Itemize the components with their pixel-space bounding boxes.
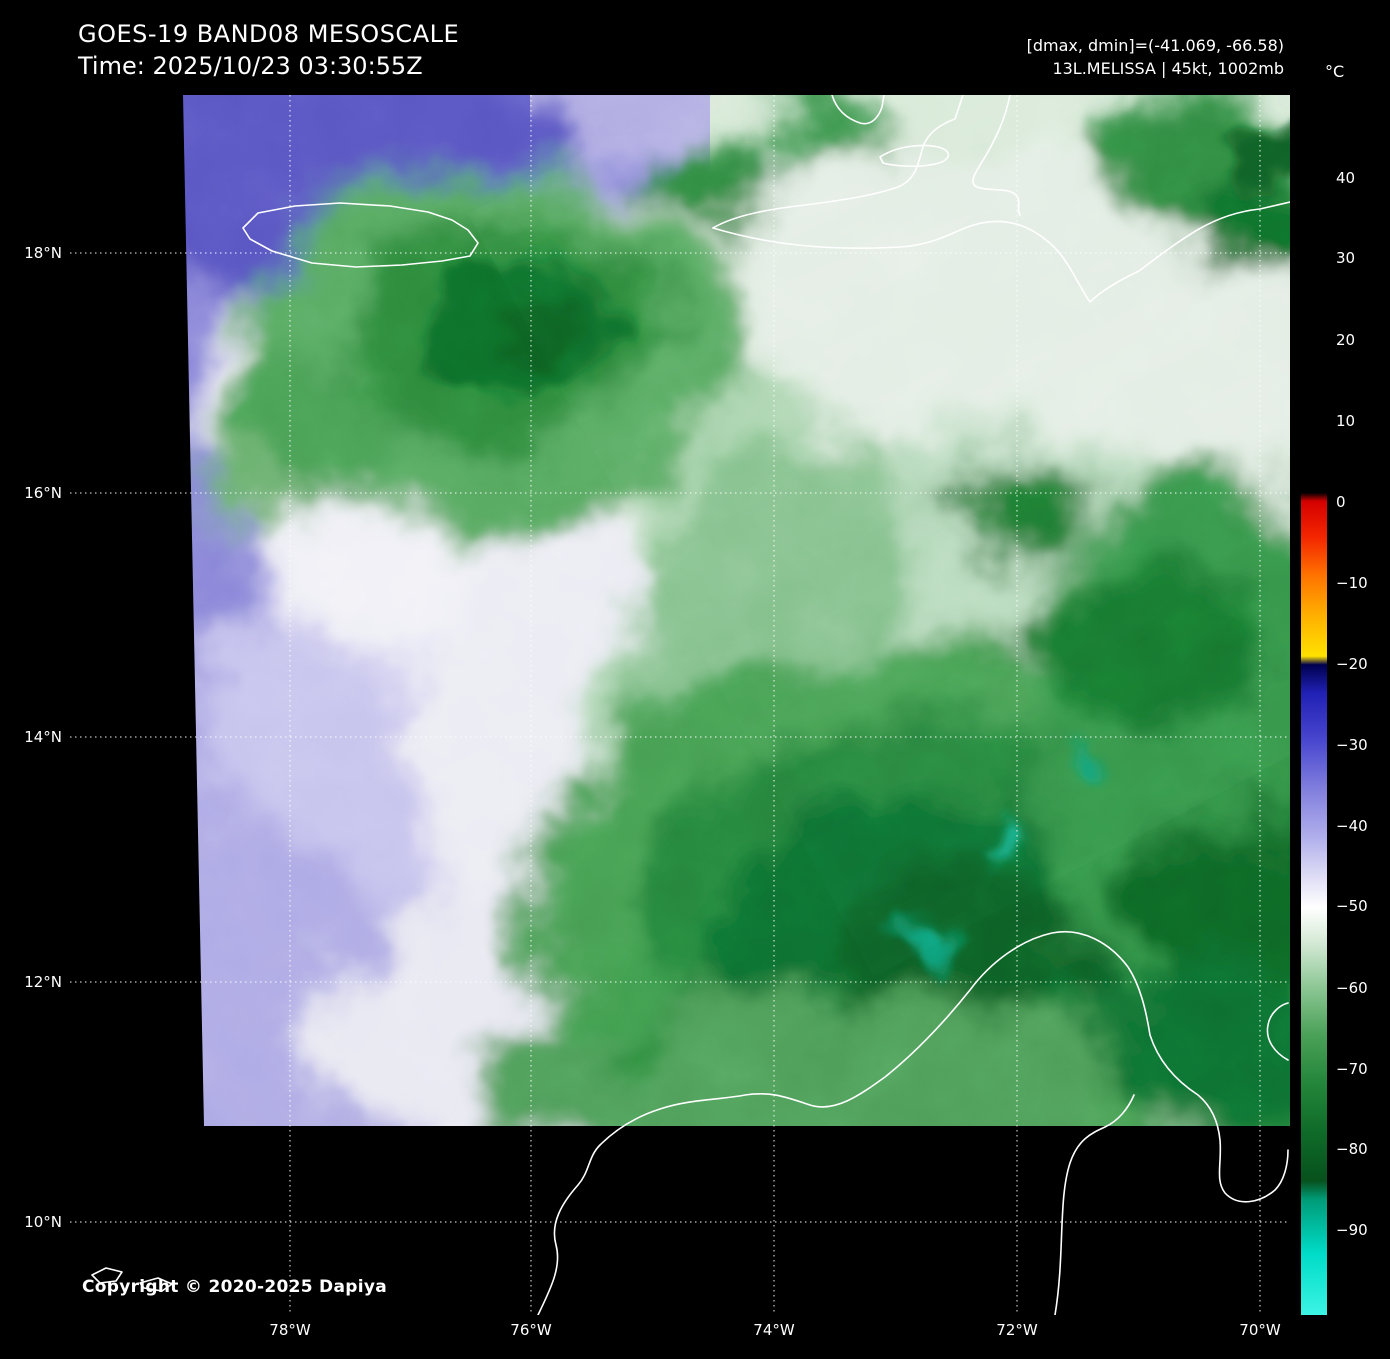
colorbar-unit-label: °C bbox=[1325, 62, 1345, 81]
lon-tick-74w: 74°W bbox=[753, 1321, 795, 1339]
colorbar-tick: −10 bbox=[1336, 574, 1368, 592]
colorbar-tick: 10 bbox=[1336, 412, 1356, 430]
colorbar-gradient bbox=[1301, 95, 1327, 1315]
colorbar-tick: −60 bbox=[1336, 979, 1368, 997]
coastline-haiti-claw bbox=[831, 95, 885, 125]
colorbar-tick: −50 bbox=[1336, 897, 1368, 915]
colorbar-tick: 40 bbox=[1336, 169, 1356, 187]
lat-tick-14n: 14°N bbox=[24, 728, 62, 746]
grid-lines bbox=[70, 95, 1290, 1315]
lat-tick-18n: 18°N bbox=[24, 244, 62, 262]
map-plot: Copyright © 2020-2025 Dapiya bbox=[70, 95, 1290, 1315]
coastline-maracaibo bbox=[1054, 1094, 1135, 1315]
lon-tick-76w: 76°W bbox=[510, 1321, 552, 1339]
colorbar-tick: −70 bbox=[1336, 1060, 1368, 1078]
colorbar-tick: −90 bbox=[1336, 1221, 1368, 1239]
coastline-paraguana bbox=[1266, 1002, 1289, 1061]
copyright-label: Copyright © 2020-2025 Dapiya bbox=[82, 1277, 387, 1297]
satellite-data-region bbox=[183, 95, 1290, 1126]
colorbar-tick: −30 bbox=[1336, 736, 1368, 754]
colorbar-ticks: 40 30 20 10 0 −10 −20 −30 −40 −50 −60 −7… bbox=[1336, 95, 1388, 1315]
coastline-islet-1 bbox=[91, 1267, 123, 1284]
colorbar-tick: −80 bbox=[1336, 1140, 1368, 1158]
colorbar-tick: 30 bbox=[1336, 249, 1356, 267]
lat-tick-12n: 12°N bbox=[24, 973, 62, 991]
coastline-haiti-north bbox=[712, 95, 964, 229]
lon-tick-78w: 78°W bbox=[269, 1321, 311, 1339]
colorbar-tick: −20 bbox=[1336, 655, 1368, 673]
coastline-colombia-guajira bbox=[537, 931, 1289, 1315]
colorbar-tick: 0 bbox=[1336, 493, 1346, 511]
coastline-islet-2 bbox=[139, 1277, 173, 1292]
colorbar-tick: −40 bbox=[1336, 817, 1368, 835]
coastline-gonave-island bbox=[879, 144, 950, 168]
colorbar bbox=[1301, 95, 1327, 1315]
lat-tick-10n: 10°N bbox=[24, 1213, 62, 1231]
lat-tick-16n: 16°N bbox=[24, 484, 62, 502]
coastline-haiti-gulf bbox=[972, 95, 1021, 216]
lon-tick-70w: 70°W bbox=[1239, 1321, 1281, 1339]
storm-label: 13L.MELISSA | 45kt, 1002mb bbox=[1052, 59, 1284, 78]
colorbar-tick: 20 bbox=[1336, 331, 1356, 349]
stats-label: [dmax, dmin]=(-41.069, -66.58) bbox=[1026, 36, 1284, 55]
coastline-jamaica bbox=[242, 202, 479, 268]
header-meta: [dmax, dmin]=(-41.069, -66.58) 13L.MELIS… bbox=[1027, 34, 1284, 80]
satellite-image bbox=[70, 95, 1290, 1315]
coastline-hispaniola-south bbox=[712, 201, 1290, 303]
time-label: Time: 2025/10/23 03:30:55Z bbox=[78, 52, 423, 80]
lon-tick-72w: 72°W bbox=[996, 1321, 1038, 1339]
page-title: GOES-19 BAND08 MESOSCALE bbox=[78, 20, 460, 48]
coastlines bbox=[91, 95, 1290, 1315]
